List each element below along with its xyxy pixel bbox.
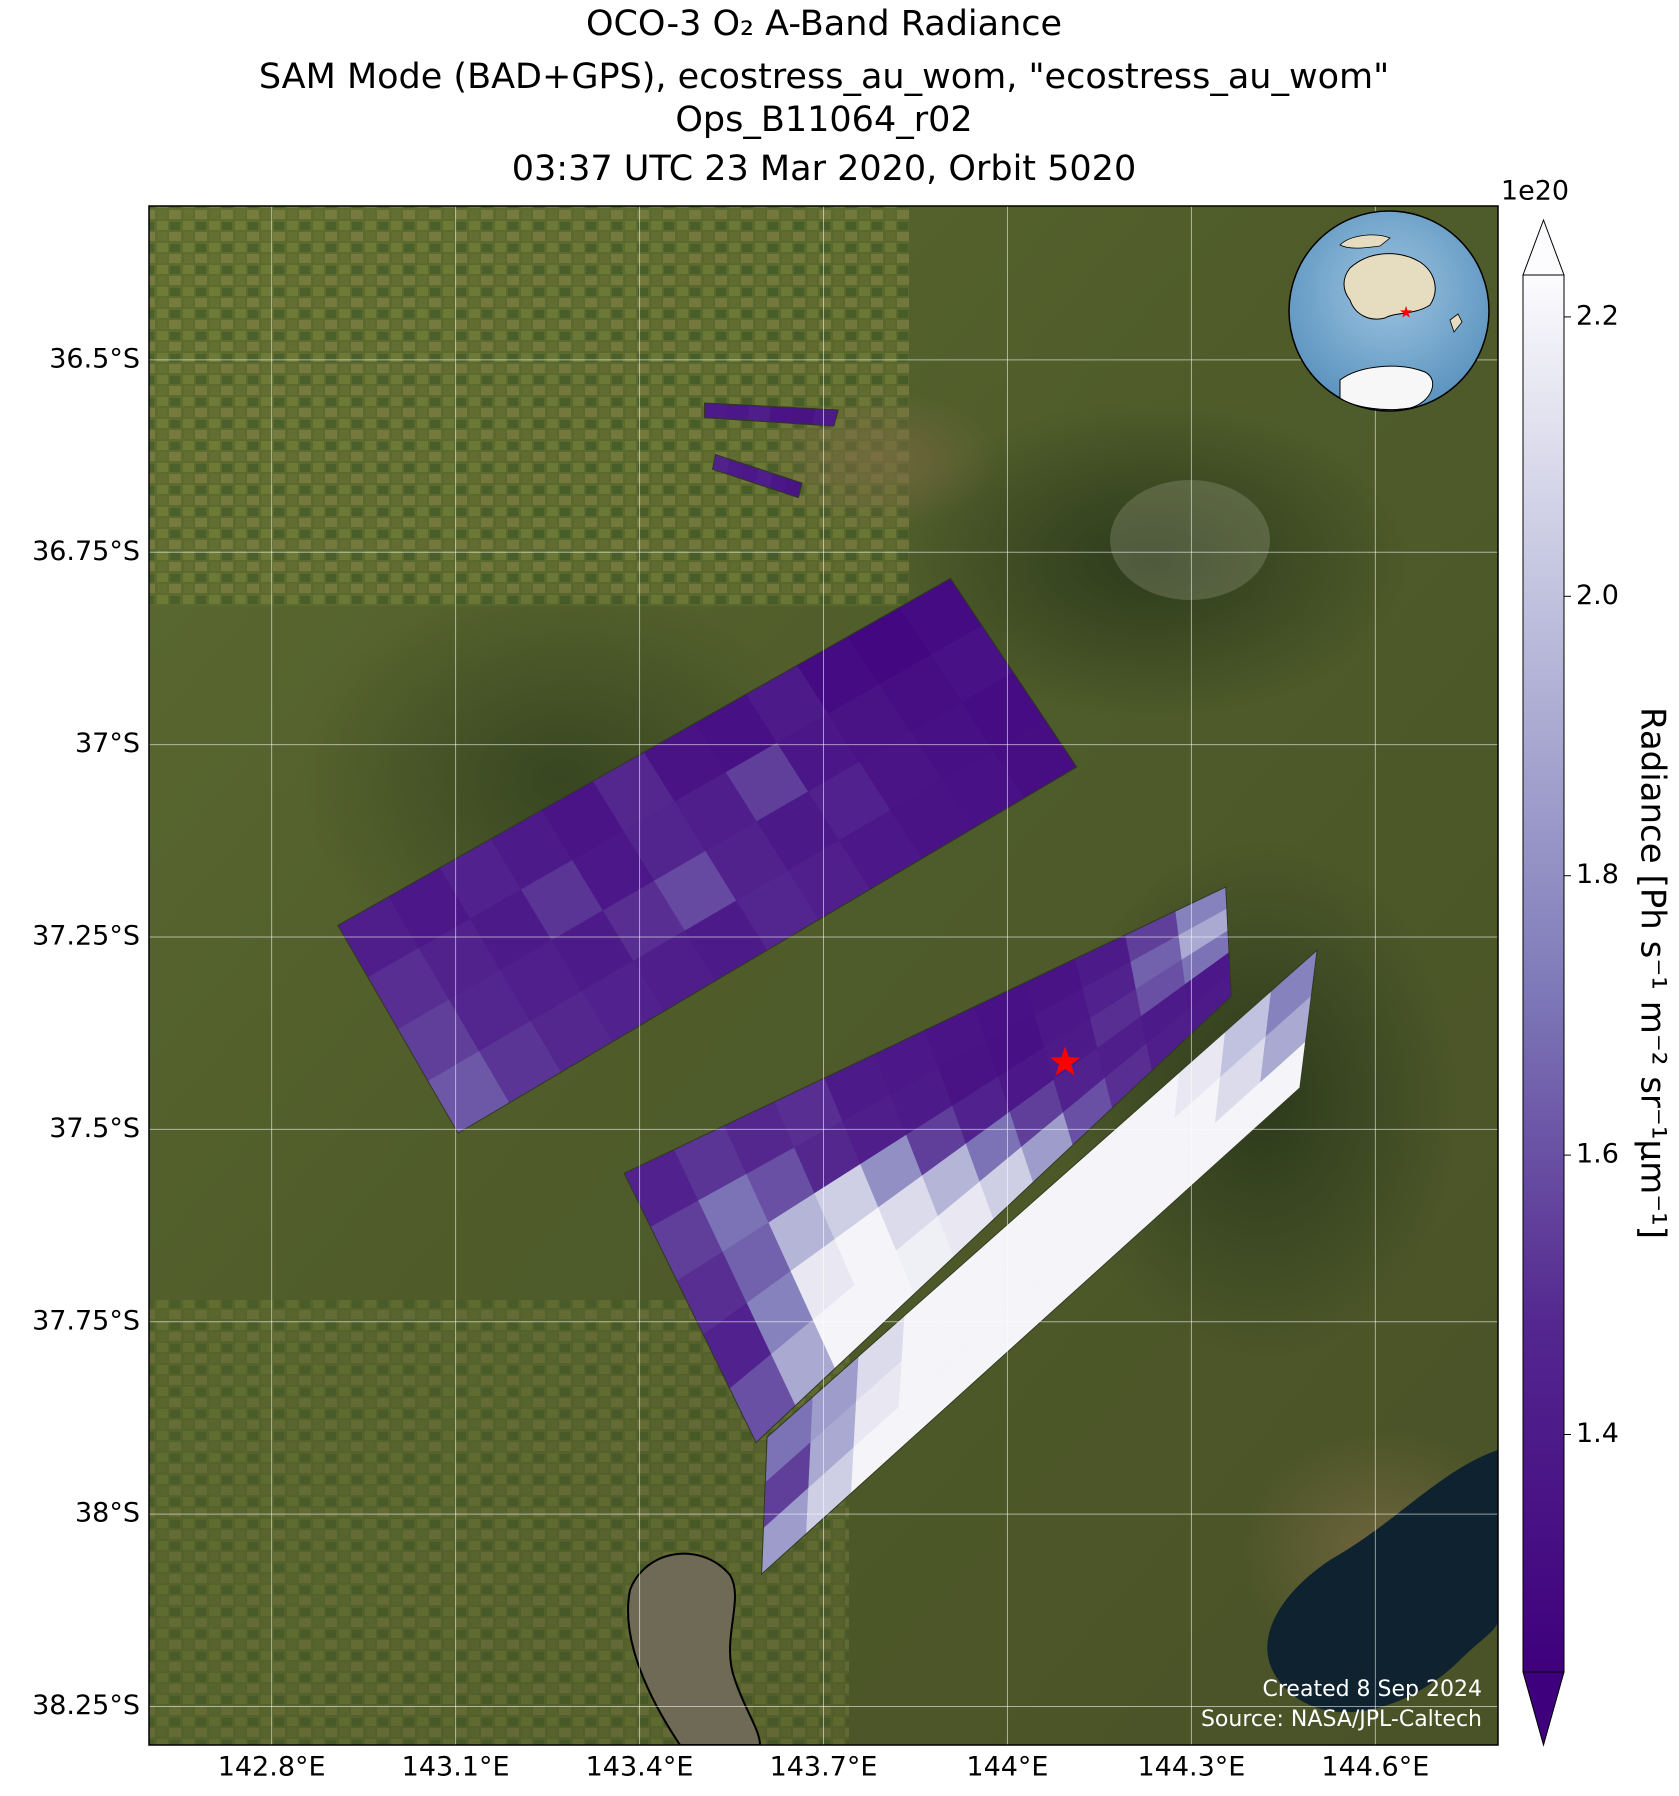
y-tick-label: 37.75°S xyxy=(32,1305,140,1336)
swath-outline xyxy=(337,577,1078,1134)
x-tick-label: 143.1°E xyxy=(402,1752,510,1783)
y-tick-label: 37.25°S xyxy=(32,921,140,952)
x-tick-label: 144.6°E xyxy=(1321,1752,1429,1783)
swath-outline xyxy=(711,453,803,499)
swath-outline xyxy=(704,402,839,427)
colorbar: 1.4 1.6 1.8 2.0 2.2 xyxy=(1522,218,1619,1747)
y-tick-label: 38°S xyxy=(75,1498,140,1529)
title-line: SAM Mode (BAD+GPS), ecostress_au_wom, "e… xyxy=(259,57,1389,97)
x-tick-label: 142.8°E xyxy=(218,1752,326,1783)
colorbar-tick-label: 2.0 xyxy=(1576,580,1619,611)
colorbar-tick-label: 1.8 xyxy=(1576,859,1619,890)
inset-star: ★ xyxy=(1399,303,1413,322)
colorbar-tick-label: 1.6 xyxy=(1576,1139,1619,1170)
grid xyxy=(149,206,1498,1745)
target-star xyxy=(1049,1046,1081,1076)
colorbar-label: Radiance [Ph s⁻¹ m⁻² sr⁻¹μm⁻¹] xyxy=(1633,707,1673,1239)
radiance-cell xyxy=(725,403,750,421)
inset-globe xyxy=(1288,210,1490,412)
y-tick-label: 38.25°S xyxy=(32,1690,140,1721)
title-line: OCO-3 O₂ A-Band Radiance xyxy=(586,4,1062,44)
colorbar-extend-max xyxy=(1522,218,1565,276)
colorbar-extend-min xyxy=(1522,1671,1565,1747)
x-tick-label: 144.3°E xyxy=(1137,1752,1245,1783)
x-tick-label: 143.4°E xyxy=(586,1752,694,1783)
title-line: 03:37 UTC 23 Mar 2020, Orbit 5020 xyxy=(512,149,1136,189)
y-tick-label: 37°S xyxy=(75,728,140,759)
radiance-cell xyxy=(747,404,772,423)
title-line: Ops_B11064_r02 xyxy=(675,100,972,140)
colorbar-tick-label: 1.4 xyxy=(1576,1418,1619,1449)
x-tick-label: 144°E xyxy=(966,1752,1048,1783)
map-frame xyxy=(148,205,1499,1746)
y-tick-label: 37.5°S xyxy=(49,1113,140,1144)
radiance-cell xyxy=(790,407,817,426)
colorbar-tick-label: 2.2 xyxy=(1576,300,1619,331)
colorbar-body xyxy=(1523,275,1564,1672)
colorbar-frame xyxy=(1522,274,1565,1673)
swath-outline xyxy=(623,886,1232,1444)
colorbar-offset: 1e20 xyxy=(1501,176,1569,207)
y-tick-label: 36.75°S xyxy=(32,536,140,567)
swath-outline xyxy=(761,948,1318,1576)
radiance-cell xyxy=(768,406,795,424)
x-tick-label: 143.7°E xyxy=(770,1752,878,1783)
radiance-cell xyxy=(704,402,728,420)
y-tick-label: 36.5°S xyxy=(49,343,140,374)
footer-source: Source: NASA/JPL-Caltech xyxy=(1201,1707,1482,1732)
swath-layer xyxy=(337,402,1318,1576)
footer-created: Created 8 Sep 2024 xyxy=(1263,1677,1483,1702)
